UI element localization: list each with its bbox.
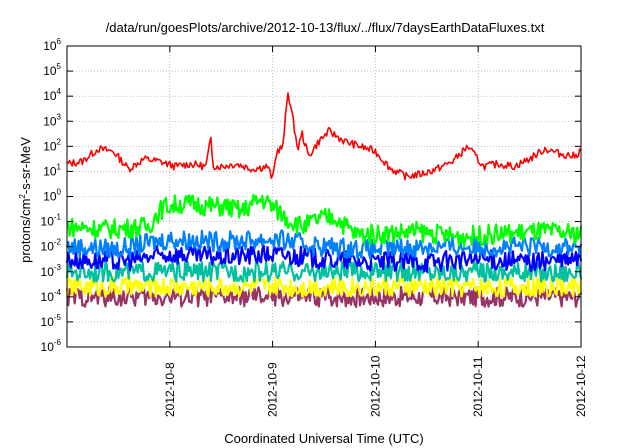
y-tick-label: 10-1 — [41, 213, 62, 229]
y-axis-ticks: 10-6 10-5 10-4 10-3 10-2 10-1 100 101 102 103 104 1… — [41, 37, 581, 354]
series-line-red — [66, 92, 582, 181]
y-tick-label: 10-5 — [41, 313, 62, 329]
y-tick-label: 100 — [43, 188, 61, 204]
x-axis-label: Coordinated Universal Time (UTC) — [224, 431, 423, 446]
series-line-teal — [65, 260, 583, 283]
x-tick-label: 2012-10-10 — [368, 355, 382, 417]
x-axis-ticks: 2012-10-8 2012-10-9 2012-10-10 2012-10-11 20… — [163, 46, 588, 417]
series-line-green — [66, 193, 583, 247]
y-tick-label: 101 — [43, 162, 61, 178]
y-tick-label: 10-4 — [41, 288, 62, 304]
x-tick-label: 2012-10-11 — [471, 356, 485, 417]
y-axis-label-post: -s-sr-MeV — [18, 137, 33, 194]
series-group — [65, 92, 583, 308]
y-tick-label: 104 — [43, 87, 61, 103]
y-tick-label: 103 — [43, 112, 61, 128]
y-axis-label-sup: 2 — [18, 194, 27, 199]
series-line-blue — [65, 244, 583, 273]
y-tick-label: 10-6 — [41, 338, 62, 354]
y-axis-label: protons/cm2-s-sr-MeV — [18, 137, 33, 263]
x-tick-label: 2012-10-9 — [266, 362, 280, 417]
x-tick-label: 2012-10-12 — [574, 355, 588, 417]
y-tick-label: 106 — [43, 37, 61, 53]
y-tick-label: 10-2 — [41, 238, 62, 254]
chart-title: /data/run/goesPlots/archive/2012-10-13/f… — [106, 20, 545, 35]
y-tick-label: 105 — [43, 62, 61, 78]
grid-lines — [67, 46, 581, 347]
y-axis-label-pre: protons/cm — [18, 199, 33, 263]
series-line-lightblue — [65, 229, 583, 260]
y-tick-label: 102 — [43, 137, 61, 153]
x-tick-label: 2012-10-8 — [163, 362, 177, 417]
y-tick-label: 10-3 — [41, 263, 62, 279]
